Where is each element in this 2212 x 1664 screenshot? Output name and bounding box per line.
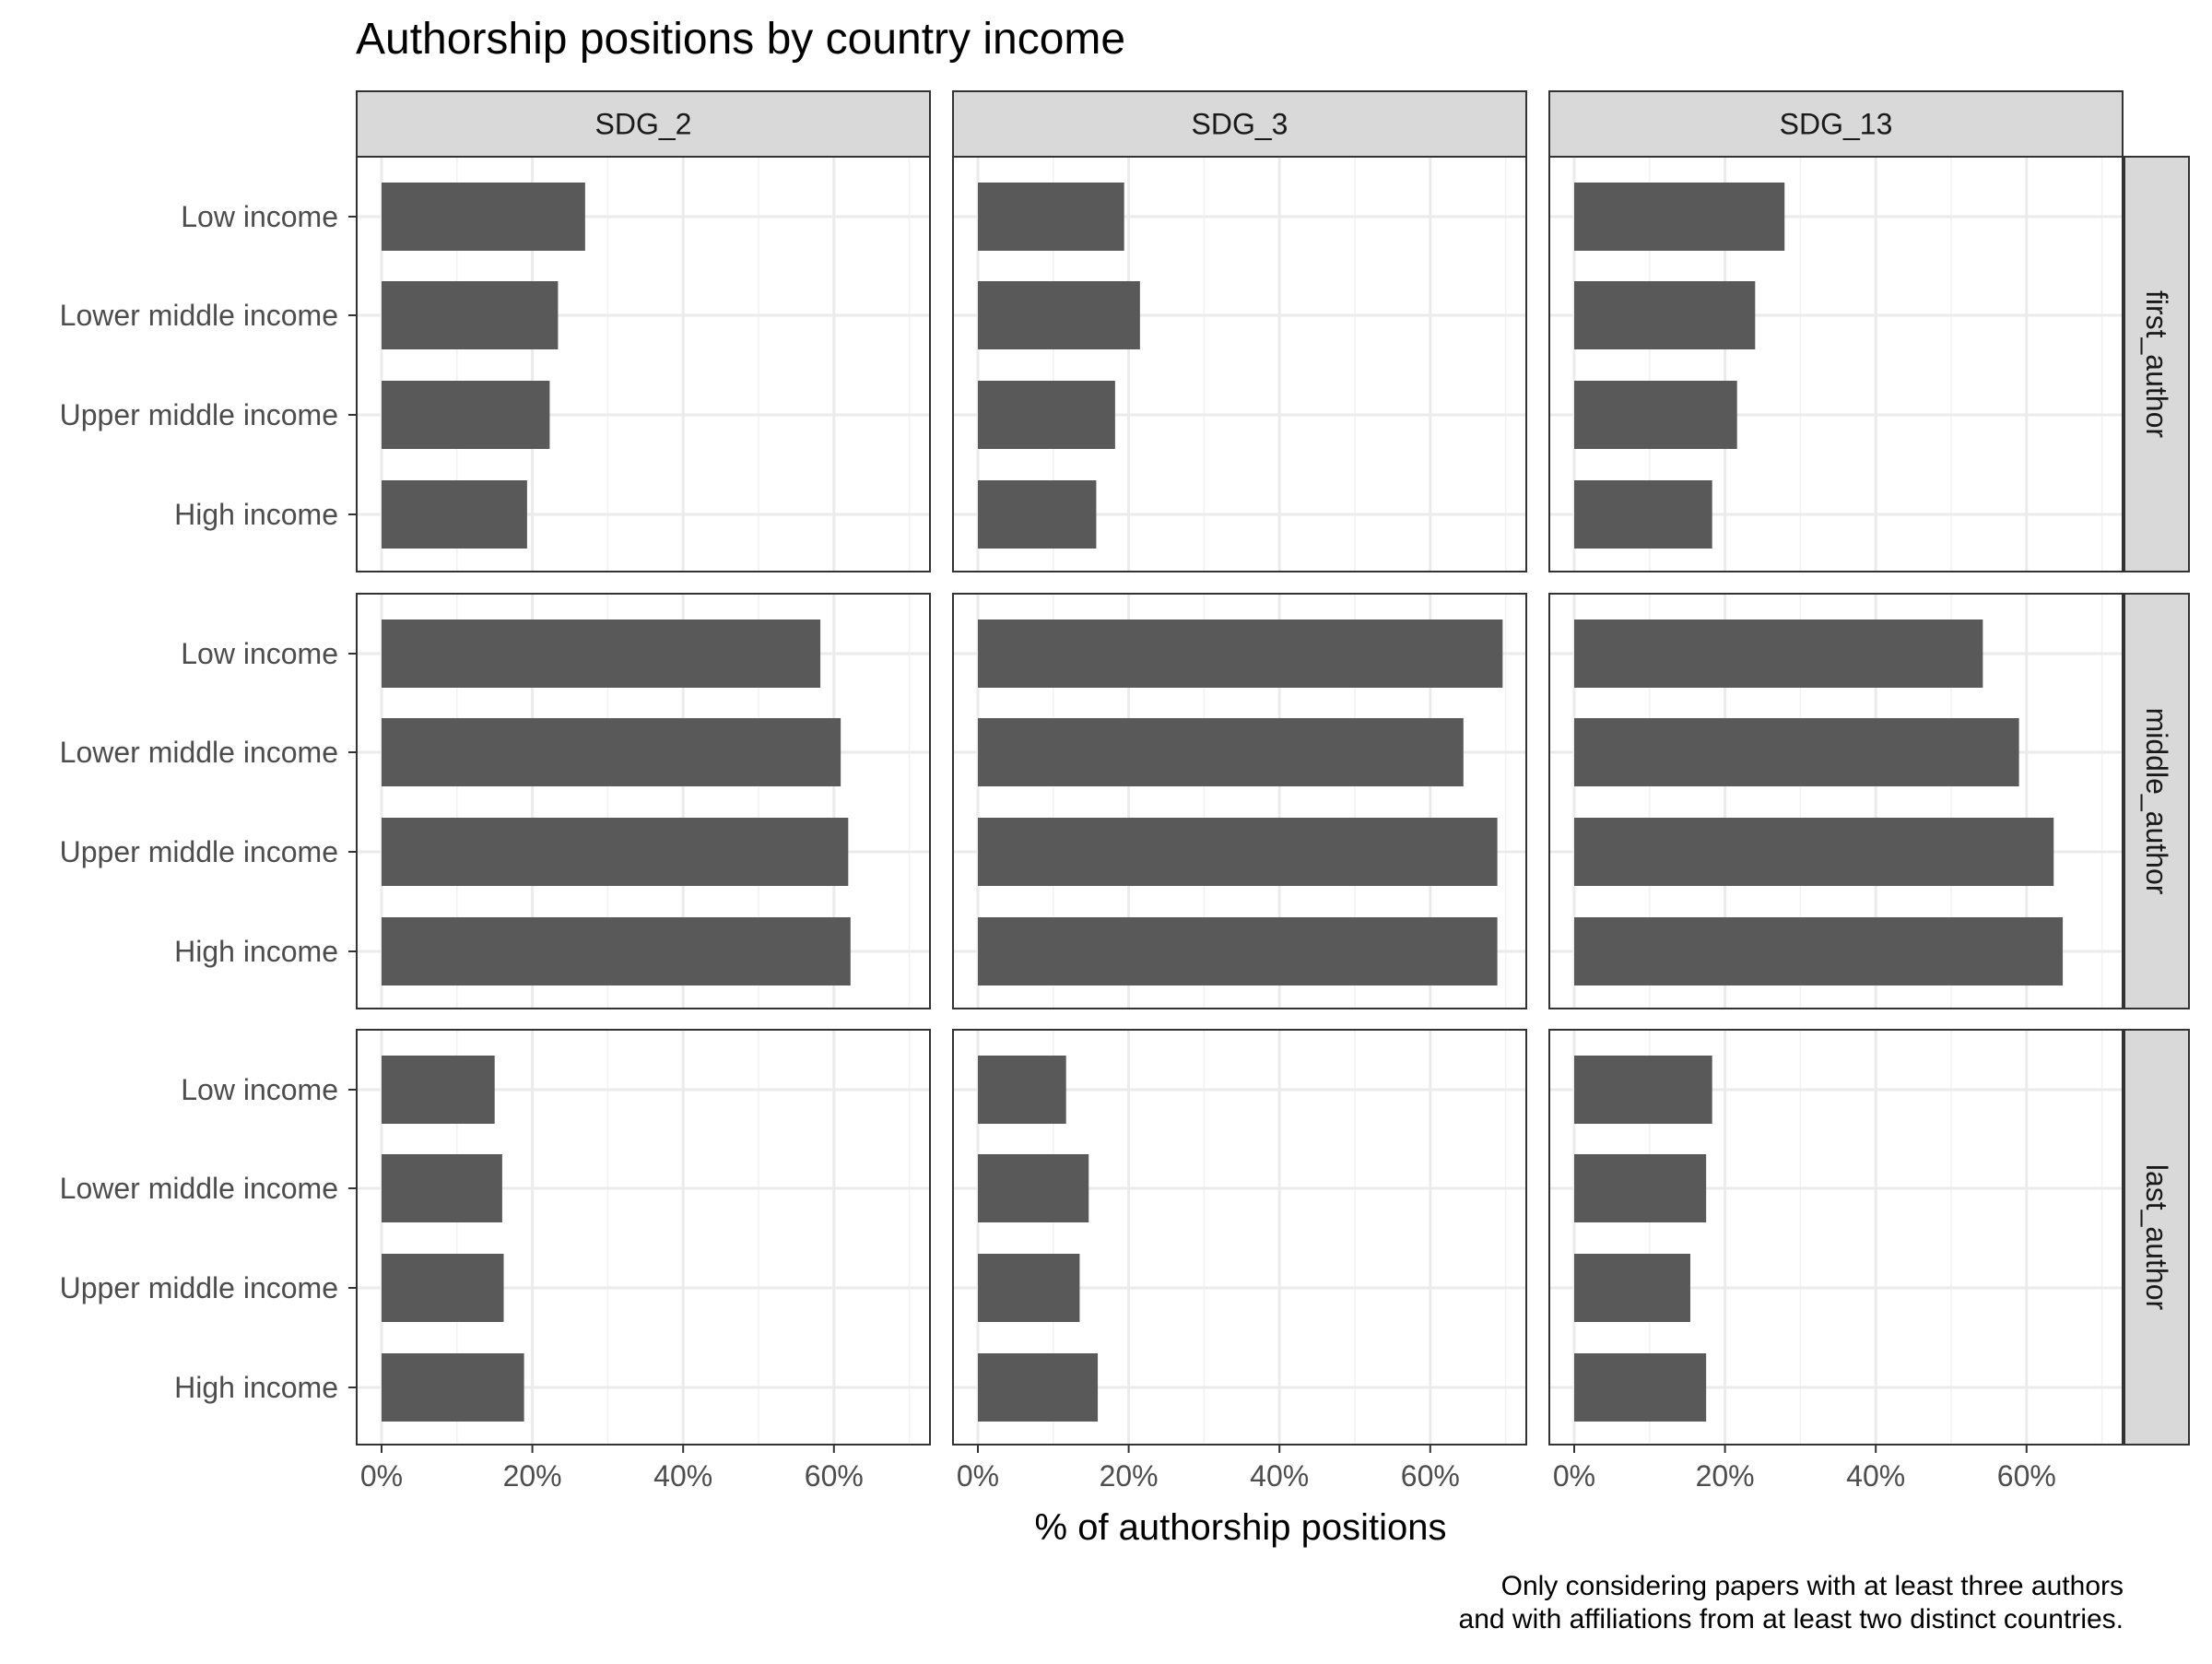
y-tick-label-last-author-low-income: Low income (181, 1073, 338, 1106)
bar-last-author-sdg-13-lower-middle-income (1574, 1154, 1707, 1222)
y-tick-label-first-author-low-income: Low income (181, 200, 338, 233)
x-tick-label-sdg-13-40: 40% (1846, 1459, 1905, 1493)
panel-border (356, 1029, 931, 1446)
bar-middle-author-sdg-2-lower-middle-income (382, 718, 841, 786)
column-strip-label-sdg-2: SDG_2 (595, 108, 692, 141)
panel-first-author-sdg-13 (1548, 156, 2124, 572)
panel-border (1548, 593, 2124, 1009)
panel-border (952, 593, 1527, 1009)
x-tick-label-sdg-2-60: 60% (805, 1459, 864, 1493)
bar-last-author-sdg-2-upper-middle-income (382, 1254, 504, 1322)
bar-middle-author-sdg-2-low-income (382, 620, 821, 688)
y-tick-label-middle-author-upper-middle-income: Upper middle income (60, 835, 338, 868)
x-tick-label-sdg-3-40: 40% (1250, 1459, 1309, 1493)
bar-last-author-sdg-2-low-income (382, 1056, 495, 1124)
caption-line-2: and with affiliations from at least two … (1459, 1604, 2124, 1634)
caption-line-1: Only considering papers with at least th… (1501, 1571, 2124, 1601)
x-tick-label-sdg-3-0: 0% (957, 1459, 999, 1493)
bar-first-author-sdg-2-lower-middle-income (382, 281, 559, 349)
panel-border (952, 156, 1527, 572)
y-tick-label-middle-author-high-income: High income (174, 935, 338, 968)
bar-first-author-sdg-2-high-income (382, 480, 527, 549)
bar-last-author-sdg-13-low-income (1574, 1056, 1712, 1124)
x-tick-label-sdg-13-0: 0% (1553, 1459, 1595, 1493)
bar-last-author-sdg-3-upper-middle-income (978, 1254, 1080, 1322)
panel-first-author-sdg-2 (356, 156, 931, 572)
row-strip-last-author (2124, 1029, 2190, 1446)
x-tick-label-sdg-2-20: 20% (503, 1459, 562, 1493)
y-tick-label-middle-author-low-income: Low income (181, 637, 338, 670)
y-tick-label-middle-author-lower-middle-income: Lower middle income (60, 736, 338, 769)
row-strip-middle-author (2124, 593, 2190, 1009)
row-strip-first-author (2124, 156, 2190, 572)
x-tick-label-sdg-3-20: 20% (1100, 1459, 1159, 1493)
x-tick-label-sdg-2-0: 0% (360, 1459, 403, 1493)
panels-layer: SDG_2 SDG_3 SDG_13 first_author middle_autho… (60, 90, 2190, 1493)
panel-middle-author-sdg-13 (1548, 593, 2124, 1009)
column-strip-sdg-2 (356, 90, 931, 158)
bar-first-author-sdg-13-upper-middle-income (1574, 381, 1737, 449)
y-tick-label-last-author-high-income: High income (174, 1371, 338, 1404)
bar-middle-author-sdg-3-upper-middle-income (978, 818, 1498, 886)
bar-first-author-sdg-13-lower-middle-income (1574, 281, 1756, 349)
column-strip-sdg-3 (952, 90, 1527, 158)
bar-middle-author-sdg-3-high-income (978, 917, 1498, 985)
chart-title: Authorship positions by country income (356, 15, 1125, 64)
bar-first-author-sdg-2-upper-middle-income (382, 381, 550, 449)
panel-middle-author-sdg-2 (356, 593, 931, 1009)
bar-first-author-sdg-13-high-income (1574, 480, 1712, 549)
y-tick-label-last-author-lower-middle-income: Lower middle income (60, 1172, 338, 1205)
bar-last-author-sdg-3-high-income (978, 1353, 1099, 1422)
panel-last-author-sdg-13 (1548, 1029, 2124, 1446)
bar-middle-author-sdg-2-upper-middle-income (382, 818, 849, 886)
bar-last-author-sdg-3-low-income (978, 1056, 1066, 1124)
row-strip-label-first-author: first_author (2140, 290, 2173, 438)
y-tick-label-last-author-upper-middle-income: Upper middle income (60, 1271, 338, 1304)
bar-first-author-sdg-2-low-income (382, 183, 585, 251)
panel-border (1548, 1029, 2124, 1446)
bar-last-author-sdg-2-lower-middle-income (382, 1154, 502, 1222)
column-strip-sdg-13 (1548, 90, 2124, 158)
x-tick-label-sdg-3-60: 60% (1401, 1459, 1460, 1493)
row-strip-label-middle-author: middle_author (2140, 708, 2173, 895)
y-tick-label-first-author-high-income: High income (174, 498, 338, 531)
bar-middle-author-sdg-13-lower-middle-income (1574, 718, 2019, 786)
bar-middle-author-sdg-13-low-income (1574, 620, 1983, 688)
panel-border (356, 593, 931, 1009)
bar-last-author-sdg-2-high-income (382, 1353, 524, 1422)
bar-first-author-sdg-3-upper-middle-income (978, 381, 1115, 449)
x-tick-label-sdg-13-60: 60% (1997, 1459, 2056, 1493)
bar-first-author-sdg-13-low-income (1574, 183, 1785, 251)
panel-middle-author-sdg-3 (952, 593, 1527, 1009)
column-strip-label-sdg-3: SDG_3 (1192, 108, 1288, 141)
bar-last-author-sdg-3-lower-middle-income (978, 1154, 1089, 1222)
x-axis-title: % of authorship positions (1035, 1507, 1447, 1548)
y-tick-label-first-author-upper-middle-income: Upper middle income (60, 398, 338, 431)
column-strip-label-sdg-13: SDG_13 (1780, 108, 1893, 141)
y-tick-label-first-author-lower-middle-income: Lower middle income (60, 299, 338, 332)
panel-last-author-sdg-2 (356, 1029, 931, 1446)
bar-first-author-sdg-3-lower-middle-income (978, 281, 1140, 349)
panel-first-author-sdg-3 (952, 156, 1527, 572)
panel-last-author-sdg-3 (952, 1029, 1527, 1446)
x-tick-label-sdg-13-20: 20% (1696, 1459, 1755, 1493)
bar-middle-author-sdg-13-high-income (1574, 917, 2064, 985)
bar-middle-author-sdg-13-upper-middle-income (1574, 818, 2054, 886)
panel-border (1548, 156, 2124, 572)
bar-first-author-sdg-3-high-income (978, 480, 1097, 549)
bar-middle-author-sdg-3-low-income (978, 620, 1503, 688)
bar-middle-author-sdg-2-high-income (382, 917, 851, 985)
row-strip-label-last-author: last_author (2140, 1164, 2173, 1311)
bar-first-author-sdg-3-low-income (978, 183, 1124, 251)
bar-middle-author-sdg-3-lower-middle-income (978, 718, 1464, 786)
bar-last-author-sdg-13-high-income (1574, 1353, 1707, 1422)
panel-border (952, 1029, 1527, 1446)
panel-border (356, 156, 931, 572)
bar-last-author-sdg-13-upper-middle-income (1574, 1254, 1690, 1322)
x-tick-label-sdg-2-40: 40% (653, 1459, 712, 1493)
